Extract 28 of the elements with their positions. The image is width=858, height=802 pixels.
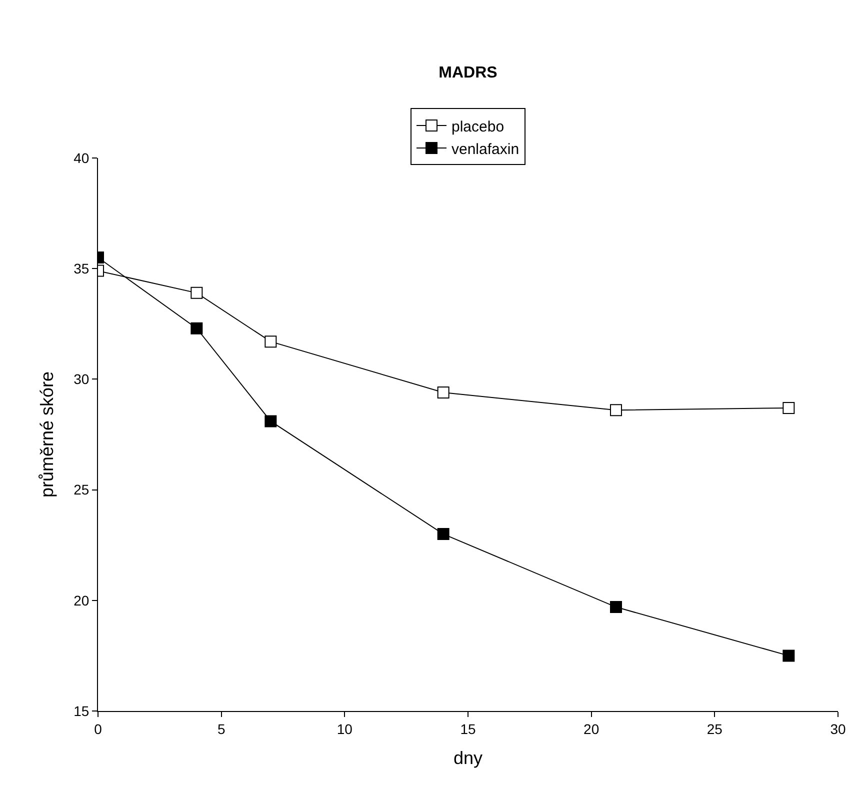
chart-title: MADRS — [438, 64, 498, 82]
x-tick-label: 25 — [706, 720, 723, 737]
point — [190, 322, 203, 334]
point — [782, 650, 795, 662]
y-tick-label: 20 — [74, 592, 90, 608]
x-tick-label: 10 — [336, 720, 353, 737]
point — [610, 601, 622, 614]
y-tick-label: 30 — [74, 371, 90, 388]
legend-label: venlafaxin — [452, 140, 520, 158]
y-tick-label: 35 — [74, 260, 90, 276]
x-tick-label: 15 — [460, 720, 476, 737]
x-tick-label: 30 — [830, 720, 846, 737]
point — [264, 415, 277, 428]
point — [782, 402, 795, 414]
x-tick-label: 0 — [94, 720, 102, 737]
y-axis-title: průměrné skóre — [36, 371, 57, 498]
point — [437, 528, 450, 540]
point — [264, 336, 277, 348]
legend-label: placebo — [452, 118, 504, 136]
point — [190, 286, 203, 299]
y-tick-label: 15 — [74, 702, 90, 719]
x-tick-label: 5 — [217, 720, 226, 737]
point — [437, 386, 450, 398]
y-tick-label: 40 — [74, 150, 90, 166]
y-tick-label: 25 — [74, 482, 90, 498]
x-tick-label: 20 — [584, 720, 600, 737]
x-axis-title: dny — [453, 748, 483, 768]
point — [610, 404, 622, 416]
